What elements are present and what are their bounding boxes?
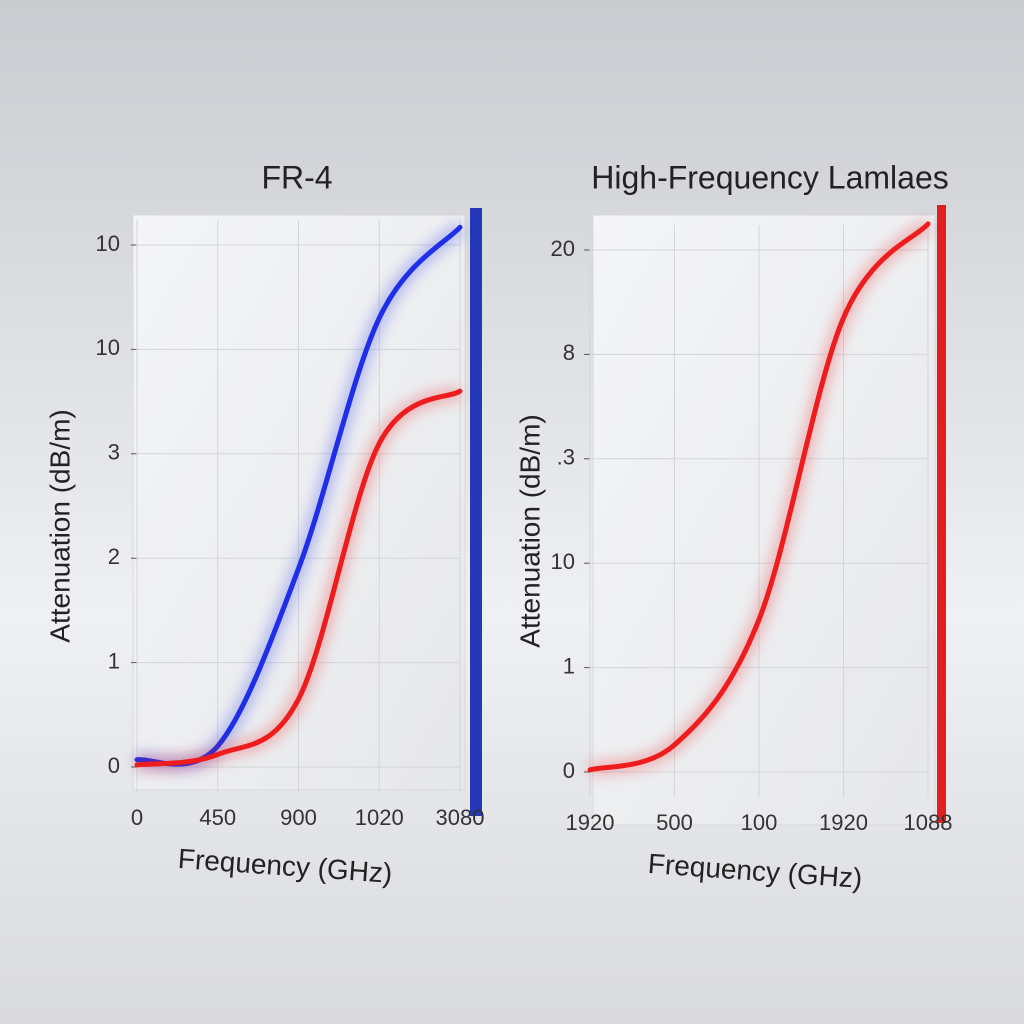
x-tick-label: 3080 (436, 805, 485, 830)
y-tick-label: 10 (96, 231, 120, 256)
x-tick-label: 450 (199, 805, 236, 830)
line (134, 388, 463, 768)
x-tick-label: 1020 (355, 805, 404, 830)
x-tick-label: 100 (741, 810, 778, 835)
y-tick-label: 1 (563, 653, 575, 678)
panel (592, 214, 936, 826)
x-tick-label: 1088 (904, 810, 953, 835)
y-tick-label: 8 (563, 340, 575, 365)
y-tick-label: 10 (551, 549, 575, 574)
y-axis-label: Attenuation (dB/m) (44, 409, 75, 642)
y-tick-label: 10 (96, 335, 120, 360)
chart-title: FR-4 (261, 159, 332, 195)
x-tick-label: 0 (131, 805, 143, 830)
x-tick-label: 1920 (566, 810, 615, 835)
accent-bar (470, 208, 482, 816)
y-axis-label: Attenuation (dB/m) (514, 414, 545, 647)
x-tick-label: 900 (280, 805, 317, 830)
y-tick-label: 3 (108, 440, 120, 465)
y-tick-label: 2 (108, 544, 120, 569)
line (587, 221, 931, 773)
y-tick-label: 0 (563, 758, 575, 783)
y-tick-label: .3 (557, 445, 575, 470)
accent-bar (937, 205, 946, 823)
x-tick-label: 1920 (819, 810, 868, 835)
y-tick-label: 0 (108, 753, 120, 778)
y-tick-label: 20 (551, 236, 575, 261)
chart-title: High-Frequency Lamlaes (591, 159, 949, 195)
y-tick-label: 1 (108, 648, 120, 673)
x-tick-label: 500 (656, 810, 693, 835)
